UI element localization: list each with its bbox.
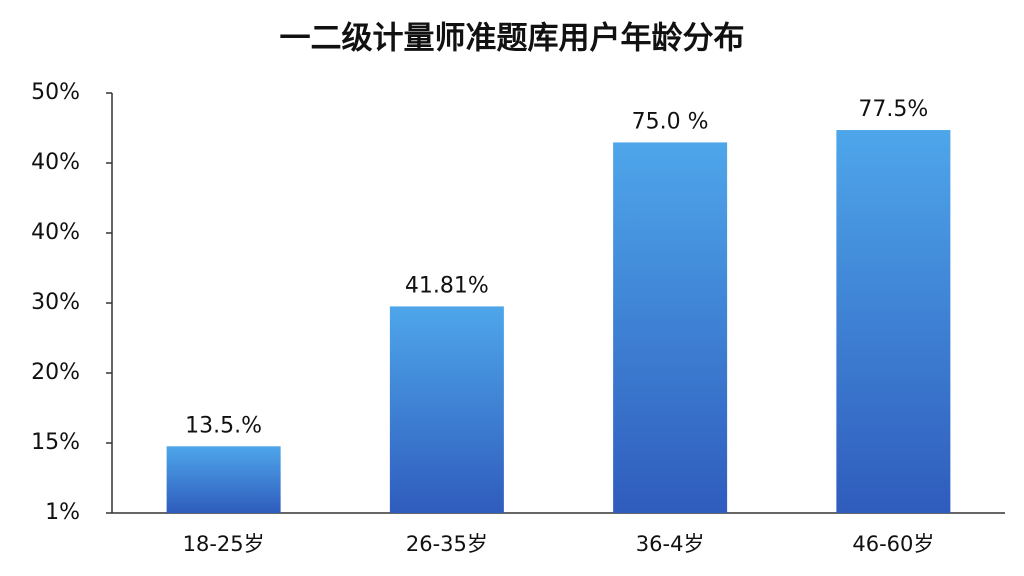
value-label: 13.5.% bbox=[185, 413, 262, 438]
value-label: 75.0 % bbox=[632, 109, 709, 134]
y-tick-label: 30% bbox=[31, 290, 80, 315]
value-label: 41.81% bbox=[405, 273, 489, 298]
x-tick-label: 36-4岁 bbox=[636, 532, 705, 556]
value-label: 77.5% bbox=[858, 97, 928, 122]
bar bbox=[613, 142, 728, 514]
y-tick-label: 1% bbox=[45, 500, 80, 525]
y-tick-label: 15% bbox=[31, 430, 80, 455]
y-tick-label: 40% bbox=[31, 220, 80, 245]
bar bbox=[836, 130, 951, 513]
x-tick-label: 18-25岁 bbox=[183, 532, 265, 556]
bar bbox=[166, 446, 281, 513]
x-tick-label: 46-60岁 bbox=[852, 532, 934, 556]
y-tick-label: 50% bbox=[31, 80, 80, 105]
chart-title: 一二级计量师准题库用户年龄分布 bbox=[280, 21, 745, 57]
x-tick-label: 26-35岁 bbox=[406, 532, 488, 556]
y-tick-label: 40% bbox=[31, 150, 80, 175]
bar bbox=[389, 306, 504, 513]
y-tick-label: 20% bbox=[31, 360, 80, 385]
